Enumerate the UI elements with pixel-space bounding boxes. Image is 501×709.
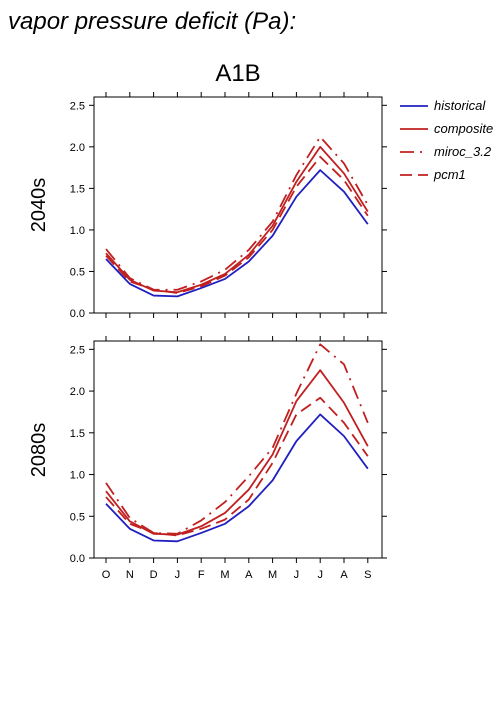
legend-item-composite: composite [400, 121, 493, 136]
x-tick-label: S [364, 569, 371, 581]
series-line-pcm1 [105, 396, 369, 537]
series-line-historical [105, 413, 369, 543]
legend-label: pcm1 [433, 167, 466, 182]
x-tick-label: O [102, 569, 111, 581]
legend-label: historical [434, 98, 486, 113]
panel-2080s: 2080s [28, 340, 383, 559]
y-tick-label: 1.5 [70, 183, 85, 195]
legend-item-pcm1: pcm1 [400, 167, 466, 182]
x-tick-label: M [268, 569, 277, 581]
series-line-miroc [105, 343, 369, 535]
legend-item-historical: historical [400, 98, 486, 113]
y-tick-label: 0.5 [70, 266, 85, 278]
scenario-title: A1B [215, 60, 260, 87]
y-tick-label: 2.0 [70, 386, 85, 398]
y-tick-label: 0.5 [70, 511, 85, 523]
y-tick-label: 2.5 [70, 344, 85, 356]
x-tick-label: N [126, 569, 134, 581]
y-tick-label: 1.0 [70, 225, 85, 237]
panel-2040s: 2040s [28, 96, 383, 314]
panel-label-2040s: 2040s [28, 178, 50, 233]
series-line-historical [105, 169, 369, 298]
plot-frame-2080s [93, 340, 383, 559]
legend-item-miroc: miroc_3.2 [400, 144, 492, 159]
panel-label-2080s: 2080s [28, 423, 50, 478]
x-tick-label: D [150, 569, 158, 581]
legend-label: miroc_3.2 [434, 144, 492, 159]
plot-area-2080s: 0.0 0.5 1.0 1.5 2.0 2.5 O N D J F M A M J J A S [70, 336, 387, 581]
x-tick-label: J [317, 569, 323, 581]
legend: historical composite miroc_3.2 pcm1 [400, 98, 493, 182]
y-tick-label: 1.5 [70, 428, 85, 440]
x-tick-label: F [198, 569, 205, 581]
plot-area-2040s: 0.0 0.5 1.0 1.5 2.0 2.5 [70, 92, 387, 320]
x-tick-label: J [175, 569, 181, 581]
plot-frame-2040s [93, 96, 383, 314]
series-line-pcm1 [105, 155, 369, 294]
legend-label: composite [434, 121, 493, 136]
x-tick-label: M [220, 569, 229, 581]
x-tick-label: J [294, 569, 300, 581]
y-tick-label: 1.0 [70, 470, 85, 482]
page-title: vapor pressure deficit (Pa): [8, 8, 297, 35]
y-tick-label: 0.0 [70, 308, 85, 320]
y-tick-label: 2.5 [70, 100, 85, 112]
y-tick-label: 2.0 [70, 142, 85, 154]
x-tick-label: A [340, 569, 348, 581]
y-tick-label: 0.0 [70, 553, 85, 565]
x-tick-label: A [245, 569, 253, 581]
